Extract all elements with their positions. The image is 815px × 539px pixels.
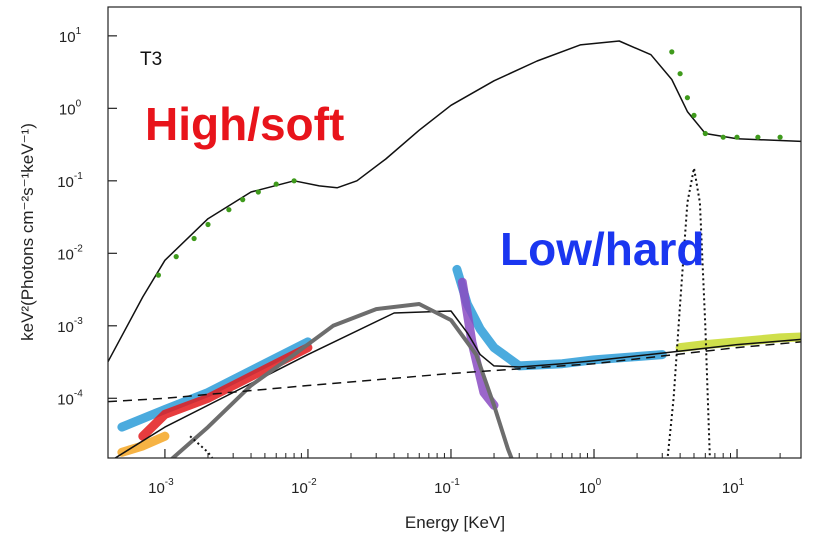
- x-tick-label-3: 100: [579, 477, 602, 497]
- series-0-line: [108, 40, 801, 363]
- series-1-point-13: [702, 130, 708, 137]
- series-1-point-0: [155, 272, 161, 278]
- series-1-point-1: [173, 254, 179, 260]
- series-1-point-8: [291, 178, 297, 184]
- data-band-5: [675, 332, 801, 353]
- plot-frame: [107, 6, 802, 459]
- y-tick-label-1: 100: [59, 98, 82, 118]
- data-band-4: [457, 277, 499, 410]
- y-tick-label-3: 10-2: [57, 243, 83, 263]
- x-axis: 10-3 10-2 10-1 100 101: [148, 449, 781, 497]
- x-tick-label-2: 10-1: [434, 477, 460, 497]
- series-1-point-14: [720, 134, 726, 140]
- series-1-point-11: [684, 95, 691, 101]
- series-1-point-6: [255, 189, 261, 195]
- x-tick-label-0: 10-3: [148, 477, 174, 497]
- y-axis-title: keV²(Photons cm⁻²s⁻¹keV⁻¹): [18, 123, 37, 341]
- series-1-point-2: [191, 235, 197, 242]
- y-axis: 101 100 10-1 10-2 10-3 10-4: [57, 26, 117, 408]
- series-1-point-3: [205, 221, 211, 228]
- series-1-point-9: [669, 49, 675, 55]
- series-1-point-5: [240, 197, 246, 203]
- y-tick-label-0: 101: [59, 26, 82, 46]
- y-tick-label-2: 10-1: [57, 171, 83, 191]
- series-1-point-16: [755, 134, 761, 140]
- series-1-point-4: [226, 207, 232, 213]
- annotation-high-soft: High/soft: [145, 98, 344, 150]
- series-4-line: [108, 341, 801, 403]
- data-band-3: [452, 264, 667, 371]
- series-5-line: [666, 167, 711, 458]
- panel-label: T3: [140, 49, 162, 70]
- model-curves: [108, 40, 801, 458]
- annotation-low-hard: Low/hard: [500, 223, 704, 275]
- series-1-point-7: [273, 181, 279, 187]
- series-6-line: [189, 435, 214, 458]
- y-tick-label-4: 10-3: [57, 316, 83, 336]
- x-tick-label-1: 10-2: [291, 477, 317, 497]
- series-1-point-15: [734, 134, 740, 140]
- series-1-point-10: [677, 71, 683, 77]
- series-1-point-17: [777, 134, 783, 140]
- series-1-point-12: [691, 112, 697, 118]
- x-tick-label-4: 101: [722, 477, 745, 497]
- data-bands: [117, 264, 801, 457]
- y-tick-label-5: 10-4: [57, 388, 83, 408]
- data-band-0: [117, 337, 313, 432]
- data-band-1: [138, 343, 313, 441]
- series-3-line: [169, 302, 514, 458]
- x-axis-title: Energy [KeV]: [405, 513, 505, 532]
